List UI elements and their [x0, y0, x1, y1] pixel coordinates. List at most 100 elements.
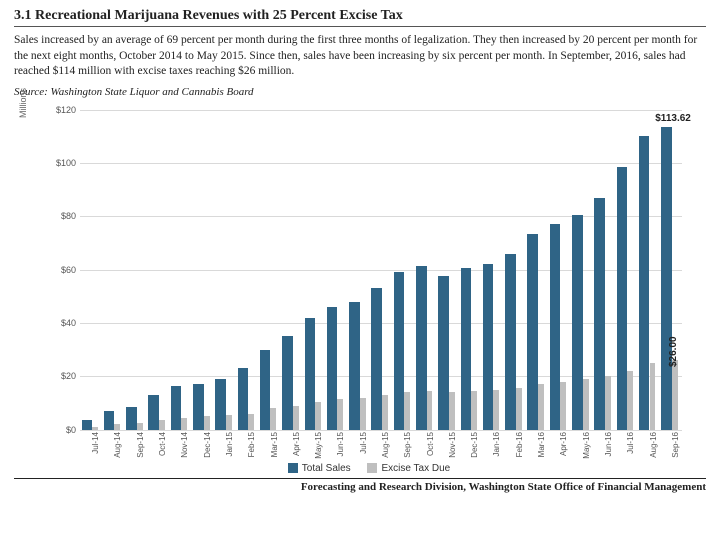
x-tick-label: Jul-15 [359, 432, 368, 454]
x-tick-label: Dec-14 [203, 432, 212, 458]
bar-excise-tax [627, 371, 633, 430]
bar-total-sales [550, 224, 561, 429]
bar-total-sales [594, 198, 605, 430]
bar-excise-tax [293, 406, 299, 430]
x-tick-label: Mar-15 [270, 432, 279, 457]
x-tick-label: Aug-15 [381, 432, 390, 458]
bar-total-sales [505, 254, 516, 430]
bar-total-sales [394, 272, 405, 429]
bar-excise-tax [427, 391, 433, 430]
bar-excise-tax [204, 416, 210, 429]
y-tick-label: $40 [46, 318, 76, 328]
callout-total-sales: $113.62 [655, 113, 691, 124]
x-tick-label: Jan-15 [225, 432, 234, 456]
x-tick-label: Jul-14 [91, 432, 100, 454]
bar-excise-tax [672, 360, 678, 429]
x-tick-label: Feb-16 [515, 432, 524, 457]
bar-excise-tax [360, 398, 366, 430]
x-tick-label: Apr-16 [559, 432, 568, 456]
bar-total-sales [617, 167, 628, 430]
gridline [80, 216, 682, 217]
bar-excise-tax [226, 415, 232, 430]
y-tick-label: $80 [46, 211, 76, 221]
x-tick-label: Sep-15 [403, 432, 412, 458]
x-tick-label: Jun-16 [604, 432, 613, 456]
bar-excise-tax [605, 376, 611, 429]
bar-excise-tax [181, 418, 187, 430]
bar-total-sales [193, 384, 204, 429]
bar-total-sales [148, 395, 159, 430]
x-tick-label: Jun-15 [336, 432, 345, 456]
bar-excise-tax [471, 391, 477, 430]
bar-total-sales [438, 276, 449, 429]
x-tick-label: Feb-15 [247, 432, 256, 457]
x-tick-label: Nov-15 [448, 432, 457, 458]
description-paragraph: Sales increased by an average of 69 perc… [14, 33, 706, 80]
x-tick-label: Oct-15 [426, 432, 435, 456]
x-tick-label: Aug-14 [113, 432, 122, 458]
y-axis-label: Millions [18, 88, 28, 118]
x-tick-label: Jan-16 [492, 432, 501, 456]
x-tick-label: Jul-16 [626, 432, 635, 454]
bar-total-sales [572, 215, 583, 430]
bar-total-sales [416, 266, 427, 430]
bar-total-sales [483, 264, 494, 429]
gridline [80, 270, 682, 271]
legend: Total Sales Excise Tax Due [42, 463, 682, 474]
x-tick-label: May-16 [582, 432, 591, 459]
legend-label-tax: Excise Tax Due [381, 463, 450, 474]
y-tick-label: $20 [46, 371, 76, 381]
bar-excise-tax [92, 427, 98, 430]
footer-rule [14, 478, 706, 479]
bar-excise-tax [382, 395, 388, 430]
y-tick-label: $60 [46, 265, 76, 275]
bar-total-sales [305, 318, 316, 430]
bar-total-sales [349, 302, 360, 430]
bar-total-sales [661, 127, 672, 430]
x-tick-label: May-15 [314, 432, 323, 459]
legend-label-sales: Total Sales [302, 463, 351, 474]
bar-total-sales [461, 268, 472, 429]
y-tick-label: $0 [46, 425, 76, 435]
chart-title: 3.1 Recreational Marijuana Revenues with… [14, 8, 706, 24]
gridline [80, 430, 682, 431]
gridline [80, 163, 682, 164]
bar-excise-tax [248, 414, 254, 430]
bar-total-sales [282, 336, 293, 429]
bar-excise-tax [159, 420, 165, 429]
bar-total-sales [639, 136, 650, 429]
bar-total-sales [126, 407, 137, 430]
x-tick-label: Nov-14 [180, 432, 189, 458]
bar-total-sales [215, 379, 226, 430]
bar-excise-tax [583, 379, 589, 430]
bar-excise-tax [493, 390, 499, 430]
y-tick-label: $100 [46, 158, 76, 168]
bar-excise-tax [516, 388, 522, 429]
x-tick-label: Aug-16 [649, 432, 658, 458]
bar-excise-tax [137, 423, 143, 430]
bar-excise-tax [404, 392, 410, 429]
bar-total-sales [371, 288, 382, 429]
bar-excise-tax [114, 424, 120, 429]
legend-swatch-tax [367, 463, 377, 473]
bar-excise-tax [315, 402, 321, 430]
bar-total-sales [260, 350, 271, 430]
bar-total-sales [327, 307, 338, 430]
bar-excise-tax [650, 363, 656, 430]
callout-excise-tax: $26.00 [668, 337, 679, 368]
bar-total-sales [527, 234, 538, 430]
bar-excise-tax [449, 392, 455, 429]
bar-excise-tax [538, 384, 544, 429]
footer-text: Forecasting and Research Division, Washi… [14, 481, 706, 493]
y-tick-label: $120 [46, 105, 76, 115]
bar-total-sales [238, 368, 249, 429]
chart-container: Millions Jul-14Aug-14Sep-14Oct-14Nov-14D… [42, 102, 682, 472]
source-line: Source: Washington State Liquor and Cann… [14, 86, 706, 98]
x-tick-label: Sep-16 [671, 432, 680, 458]
title-rule [14, 26, 706, 27]
bar-excise-tax [337, 399, 343, 430]
x-tick-label: Sep-14 [136, 432, 145, 458]
x-tick-label: Oct-14 [158, 432, 167, 456]
plot-area: Jul-14Aug-14Sep-14Oct-14Nov-14Dec-14Jan-… [80, 110, 682, 430]
legend-swatch-sales [288, 463, 298, 473]
